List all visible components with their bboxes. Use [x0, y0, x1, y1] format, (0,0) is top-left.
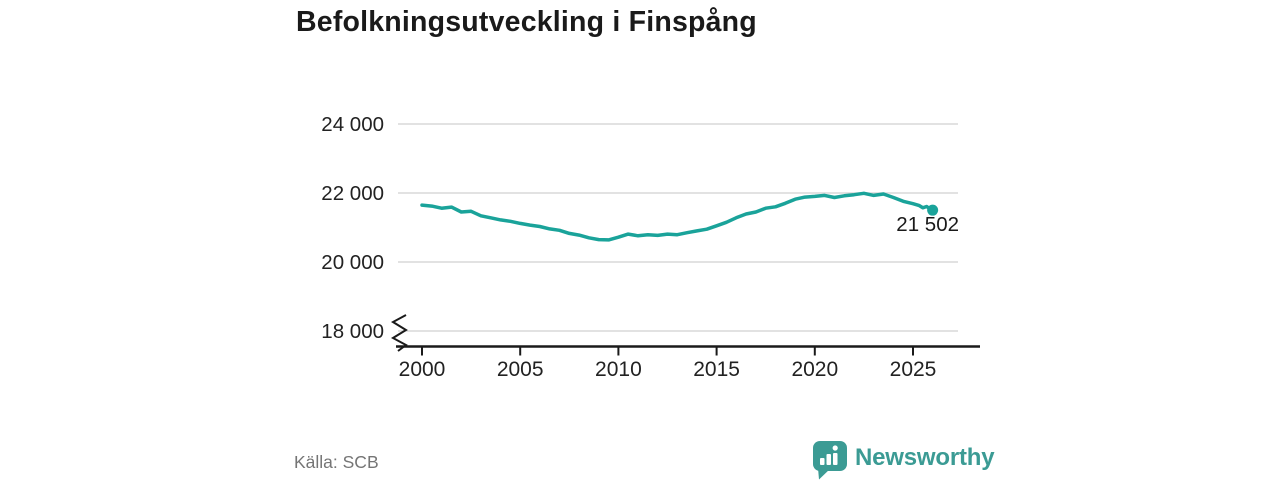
y-axis-tick-label: 24 000	[321, 113, 384, 136]
x-axis-tick-label: 2000	[399, 358, 446, 381]
newsworthy-bar-chart-bubble-icon	[813, 441, 847, 480]
x-axis-tick-label: 2015	[693, 358, 740, 381]
newsworthy-logo: Newsworthy	[813, 441, 995, 480]
x-axis-tick-label: 2025	[890, 358, 937, 381]
chart-title: Befolkningsutveckling i Finspång	[296, 6, 757, 38]
y-axis-tick-label: 22 000	[321, 182, 384, 205]
axis-break-icon	[390, 314, 408, 352]
y-axis-tick-label: 20 000	[321, 251, 384, 274]
y-axis-tick-label: 18 000	[321, 320, 384, 343]
x-axis-tick-label: 2010	[595, 358, 642, 381]
latest-value-label: 21 502	[896, 213, 959, 236]
population-series-line	[420, 191, 935, 242]
latest-value-dot	[927, 204, 939, 216]
x-axis-tick-label: 2020	[791, 358, 838, 381]
brand-name: Newsworthy	[855, 444, 995, 471]
source-caption: Källa: SCB	[294, 452, 379, 472]
x-axis-tick-label: 2005	[497, 358, 544, 381]
